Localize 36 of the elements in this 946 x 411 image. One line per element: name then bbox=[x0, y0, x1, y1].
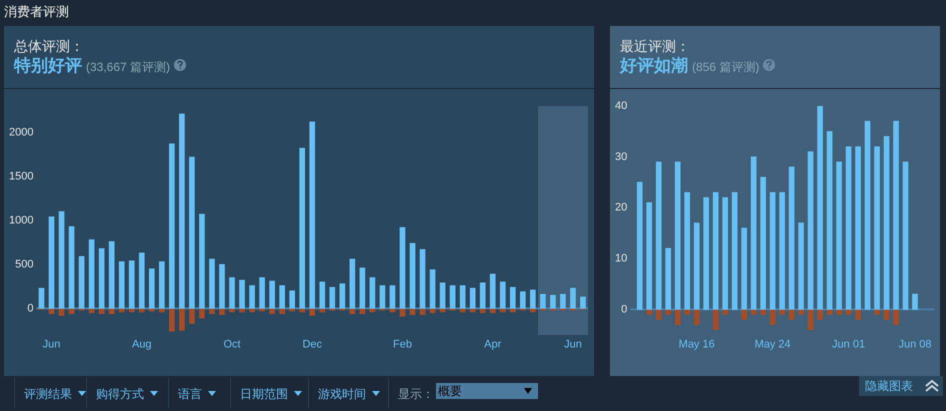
text: (33,667 篇评测) bbox=[86, 60, 170, 74]
text: 购得方式 bbox=[96, 387, 144, 401]
chart-subtitle: 好评如潮 bbox=[620, 56, 688, 75]
text: 消费者评测 bbox=[4, 3, 69, 21]
text: 隐藏图表 bbox=[865, 379, 913, 393]
x-tick-label: Dec bbox=[302, 338, 323, 350]
x-tick-label: May 24 bbox=[754, 338, 791, 350]
view-select: 概要 bbox=[436, 383, 538, 399]
x-tick-label: Aug bbox=[132, 338, 152, 350]
y-tick-label: 2000 bbox=[8, 126, 34, 138]
text: 日期范围 bbox=[240, 387, 288, 401]
text: 游戏时间 bbox=[318, 387, 366, 401]
y-tick-label: 1500 bbox=[8, 170, 34, 182]
x-tick-label: May 16 bbox=[678, 338, 715, 350]
y-tick-label: 0 bbox=[27, 302, 34, 314]
x-tick-label: Jun 08 bbox=[898, 338, 932, 350]
y-tick-label: 10 bbox=[614, 252, 628, 265]
chart-subtitle: 特别好评 bbox=[14, 56, 82, 75]
text: 显示： bbox=[398, 386, 434, 403]
y-tick-label: 0 bbox=[621, 303, 628, 316]
y-tick-label: 500 bbox=[15, 258, 34, 270]
x-tick-label: Feb bbox=[393, 338, 412, 350]
y-tick-label: 40 bbox=[614, 100, 628, 112]
y-tick-label: 30 bbox=[614, 150, 628, 163]
text: (856 篇评测) bbox=[692, 60, 760, 74]
x-tick-label: Jun bbox=[564, 338, 582, 350]
text: 语言 bbox=[178, 387, 202, 401]
y-tick-label: 20 bbox=[614, 202, 628, 214]
text: 评测结果 bbox=[24, 387, 72, 401]
x-tick-label: Oct bbox=[223, 338, 241, 350]
x-tick-label: Apr bbox=[484, 338, 502, 350]
x-tick-label: Jun bbox=[42, 338, 60, 350]
x-tick-label: Jun 01 bbox=[832, 338, 866, 350]
chart-title: 最近评测： bbox=[620, 37, 691, 56]
y-tick-label: 1000 bbox=[8, 214, 34, 226]
chart-title: 总体评测： bbox=[14, 37, 85, 56]
